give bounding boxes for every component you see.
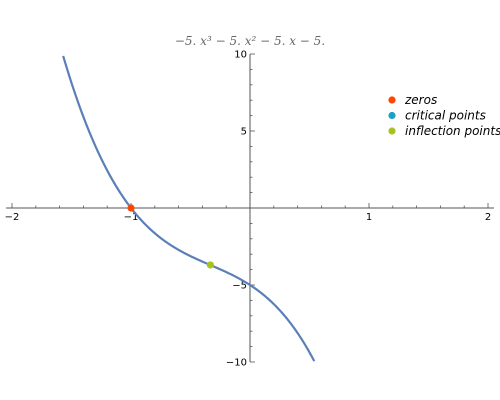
chart-title: −5. x³ − 5. x² − 5. x − 5. <box>175 34 325 48</box>
y-tick-label: 10 <box>234 50 247 61</box>
y-tick-label: −10 <box>226 358 247 369</box>
x-tick-label: 1 <box>366 212 372 223</box>
legend-marker <box>388 127 396 135</box>
legend-label: critical points <box>405 109 486 123</box>
point-zeros <box>127 204 135 212</box>
axes <box>6 54 494 362</box>
function-curve <box>62 55 316 362</box>
point-inflection-points <box>206 261 214 269</box>
y-tick-label: 5 <box>241 127 247 138</box>
ticks: −2 −1 1 2 10 5 −5 −10 <box>5 50 492 369</box>
x-tick-label: −2 <box>5 212 20 223</box>
markers <box>127 204 214 269</box>
x-tick-label: −1 <box>124 212 139 223</box>
legend-marker <box>388 96 396 104</box>
legend-label: inflection points <box>405 124 500 138</box>
legend-label: zeros <box>404 93 437 107</box>
y-tick-label: −5 <box>232 281 247 292</box>
legend-marker <box>388 111 396 120</box>
x-tick-label: 2 <box>485 212 491 223</box>
